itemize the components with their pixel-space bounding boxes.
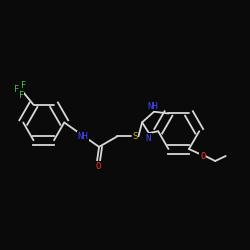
Text: F: F	[18, 91, 24, 100]
Text: F: F	[14, 85, 18, 94]
Text: NH: NH	[148, 102, 158, 111]
Text: O: O	[200, 152, 205, 160]
Text: S: S	[132, 132, 138, 141]
Text: F: F	[21, 81, 26, 90]
Text: N: N	[146, 134, 151, 143]
Text: O: O	[96, 162, 101, 171]
Text: NH: NH	[78, 132, 88, 141]
